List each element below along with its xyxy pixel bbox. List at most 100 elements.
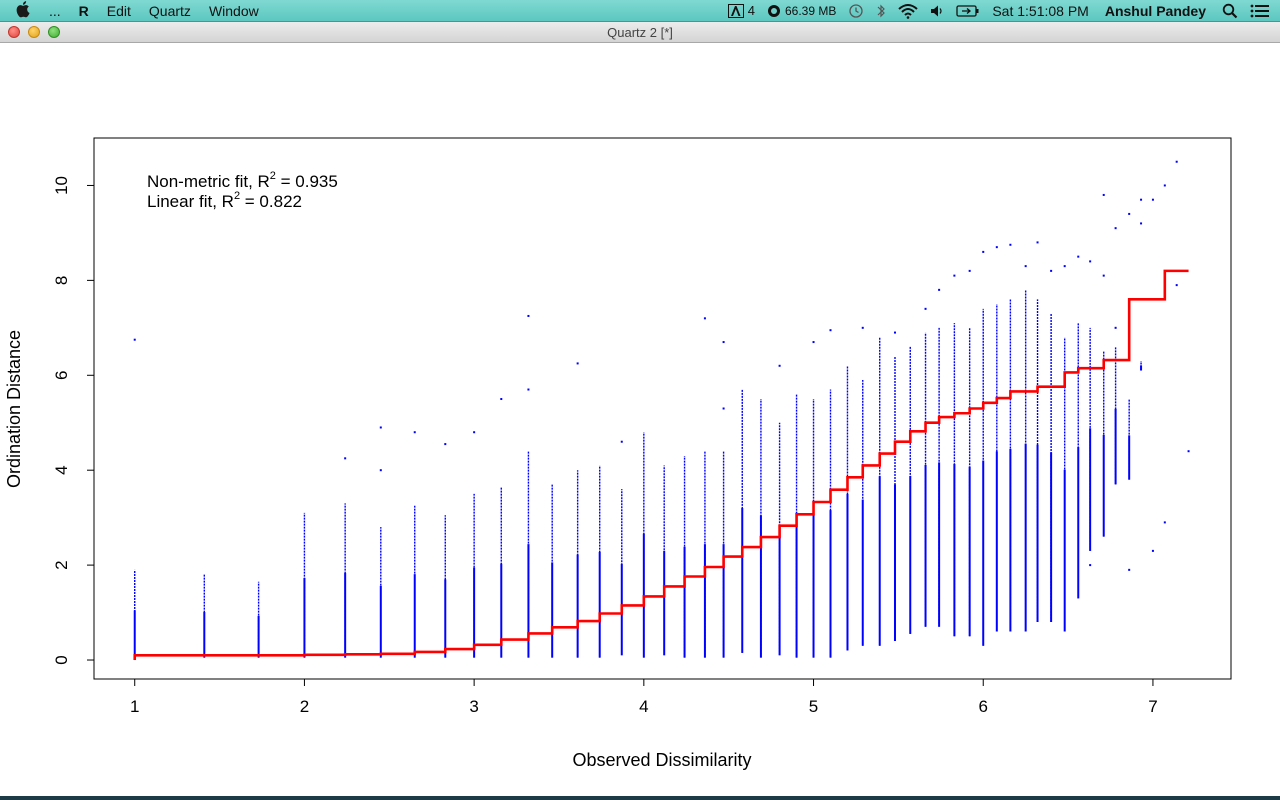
x-tick-label: 4 (639, 697, 648, 716)
point-column (968, 269, 971, 637)
user-name[interactable]: Anshul Pandey (1104, 2, 1206, 19)
plot-frame (93, 137, 1232, 680)
outlier-point (893, 331, 896, 334)
volume-status[interactable] (924, 4, 950, 18)
apple-icon[interactable] (0, 0, 40, 21)
legend-linear-sup: 2 (234, 190, 240, 202)
outlier-point (1036, 241, 1039, 244)
spotlight-button[interactable] (1216, 3, 1244, 19)
menu-quartz[interactable]: Quartz (148, 2, 191, 19)
data-point (1175, 284, 1178, 287)
outlier-point (379, 426, 382, 429)
outlier-point (703, 317, 706, 320)
outlier-point (812, 341, 815, 344)
memory-status[interactable]: 66.39 MB (761, 4, 842, 18)
clock[interactable]: Sat 1:51:08 PM (992, 2, 1089, 19)
outlier-point (379, 469, 382, 472)
menu-bar-left: ... R Edit Quartz Window (0, 0, 268, 22)
menu-app-r[interactable]: R (78, 2, 89, 19)
outlier-point (995, 246, 998, 249)
outlier-point (1024, 265, 1027, 268)
data-point (1163, 521, 1166, 524)
minimize-button[interactable] (28, 26, 40, 38)
menu-bar: ... R Edit Quartz Window 4 66.39 MB (0, 0, 1280, 22)
point-column (1187, 450, 1190, 453)
outlier-point (938, 288, 941, 291)
outlier-point (722, 341, 725, 344)
point-column (1024, 265, 1027, 632)
window-title-bar[interactable]: Quartz 2 [*] (0, 22, 1280, 43)
time-machine-status[interactable] (842, 3, 870, 19)
outlier-point (1063, 265, 1066, 268)
menu-edit[interactable]: Edit (106, 2, 131, 19)
point-column (1077, 255, 1080, 599)
x-axis-label: Observed Dissimilarity (572, 750, 751, 770)
time-machine-icon (849, 3, 863, 18)
data-point (1187, 450, 1190, 453)
point-column (861, 326, 864, 646)
notification-icon (1250, 4, 1269, 17)
point-column (1114, 227, 1117, 485)
y-tick-label: 2 (52, 560, 71, 569)
point-column (1050, 269, 1053, 623)
outlier-point (861, 326, 864, 329)
x-tick-label: 3 (469, 697, 478, 716)
legend-linear-value: = 0.822 (240, 192, 302, 211)
outlier-point (722, 407, 725, 410)
window-title: Quartz 2 [*] (607, 25, 673, 40)
outlier-point (1114, 227, 1117, 230)
point-column (982, 250, 985, 646)
outlier-point (1140, 198, 1143, 201)
point-column (1089, 260, 1092, 567)
battery-icon (956, 4, 979, 17)
bluetooth-status[interactable] (870, 3, 892, 19)
fit-legend: Non-metric fit, R2 = 0.935 Linear fit, R… (147, 170, 338, 211)
legend-nonmetric-sup: 2 (270, 170, 276, 182)
y-tick-label: 8 (52, 276, 71, 285)
point-column (473, 431, 476, 658)
memory-icon (767, 4, 780, 17)
point-column (722, 341, 725, 658)
y-tick-label: 0 (52, 655, 71, 664)
point-column (953, 274, 956, 637)
wifi-status[interactable] (892, 3, 924, 19)
point-column (500, 398, 503, 658)
outlier-point (1102, 274, 1105, 277)
point-column (1140, 198, 1143, 371)
dock-edge (0, 796, 1280, 800)
point-column (413, 431, 416, 658)
legend-linear-text: Linear fit, R (147, 192, 234, 211)
nonmetric-fit-line (133, 269, 1189, 661)
outlier-point (1050, 269, 1053, 272)
point-column (1036, 241, 1039, 623)
outlier-point (1175, 160, 1178, 163)
y-tick-label: 10 (52, 176, 71, 195)
outlier-point (1140, 222, 1143, 225)
notification-button[interactable] (1244, 3, 1280, 19)
point-column (527, 314, 530, 658)
x-tick-label: 1 (130, 697, 139, 716)
outlier-point (968, 269, 971, 272)
point-column (924, 307, 927, 627)
outlier-point (1089, 260, 1092, 263)
menu-ellipsis[interactable]: ... (49, 2, 61, 19)
outlier-point (924, 307, 927, 310)
point-column (620, 440, 623, 656)
close-button[interactable] (8, 26, 20, 38)
outlier-point (1077, 255, 1080, 258)
battery-status[interactable] (950, 4, 986, 18)
zoom-button[interactable] (48, 26, 60, 38)
x-axis: 1 2 3 4 5 6 7 (130, 678, 1158, 716)
outlier-point (1128, 568, 1131, 571)
outlier-point (527, 314, 530, 317)
point-column (938, 288, 941, 627)
outlier-point (1128, 212, 1131, 215)
menu-window[interactable]: Window (208, 2, 259, 19)
outlier-point (133, 338, 136, 341)
outlier-point (527, 388, 530, 391)
adobe-status[interactable]: 4 (722, 3, 761, 18)
spotlight-icon (1222, 3, 1238, 18)
adobe-count: 4 (747, 3, 755, 18)
legend-linear: Linear fit, R2 = 0.822 (147, 190, 302, 211)
menu-bar-status: 4 66.39 MB (722, 0, 1280, 22)
